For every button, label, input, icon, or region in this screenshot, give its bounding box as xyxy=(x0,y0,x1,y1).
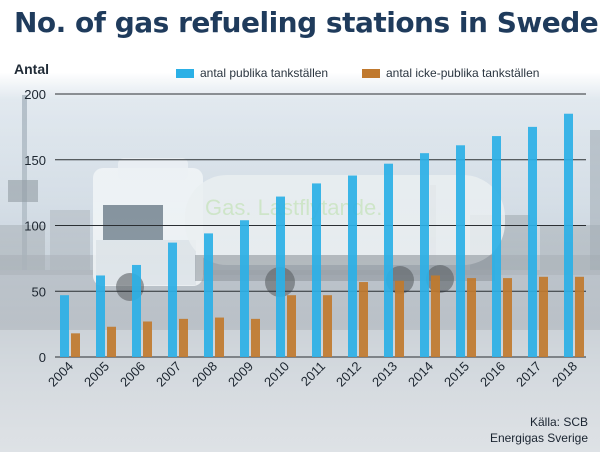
bar-public-2004 xyxy=(60,295,69,357)
bar-public-2008 xyxy=(204,233,213,357)
y-axis-label: Antal xyxy=(14,61,49,77)
x-tick-label: 2005 xyxy=(81,359,112,390)
bar-nonpublic-2014 xyxy=(431,275,440,357)
bar-public-2011 xyxy=(312,183,321,357)
chart-title: No. of gas refueling stations in Sweden xyxy=(14,6,600,39)
x-tick-label: 2016 xyxy=(477,359,508,390)
y-tick-label: 200 xyxy=(24,87,46,102)
bar-public-2005 xyxy=(96,275,105,357)
x-tick-label: 2017 xyxy=(513,359,544,390)
bar-nonpublic-2012 xyxy=(359,282,368,357)
bar-nonpublic-2006 xyxy=(143,321,152,357)
x-tick-label: 2009 xyxy=(225,359,256,390)
bar-nonpublic-2004 xyxy=(71,333,80,357)
bar-public-2016 xyxy=(492,136,501,357)
bar-public-2018 xyxy=(564,113,573,357)
bar-nonpublic-2007 xyxy=(179,318,188,357)
bar-public-2014 xyxy=(420,153,429,357)
bar-public-2017 xyxy=(528,126,537,357)
bar-nonpublic-2009 xyxy=(251,318,260,357)
x-tick-label: 2015 xyxy=(441,359,472,390)
y-tick-labels: 0 50 100 150 200 xyxy=(24,87,46,365)
bar-public-2007 xyxy=(168,242,177,357)
y-tick-label: 100 xyxy=(24,219,46,234)
y-tick-label: 150 xyxy=(24,153,46,168)
legend-swatch-public xyxy=(176,68,194,78)
x-tick-label: 2018 xyxy=(549,359,580,390)
legend-item-public: antal publika tankställen xyxy=(176,66,328,80)
bar-nonpublic-2017 xyxy=(539,276,548,357)
x-tick-label: 2007 xyxy=(153,359,184,390)
bar-public-2012 xyxy=(348,175,357,357)
bars xyxy=(60,113,584,357)
bar-nonpublic-2011 xyxy=(323,295,332,357)
bar-nonpublic-2015 xyxy=(467,278,476,357)
legend-label-public: antal publika tankställen xyxy=(200,66,329,80)
bar-nonpublic-2010 xyxy=(287,295,296,357)
source-line-2: Energigas Sverige xyxy=(489,431,588,445)
x-tick-label: 2010 xyxy=(261,359,292,390)
bar-nonpublic-2008 xyxy=(215,317,224,357)
bar-nonpublic-2016 xyxy=(503,278,512,357)
legend-label-nonpublic: antal icke-publika tankställen xyxy=(386,66,540,80)
x-tick-label: 2011 xyxy=(298,359,328,389)
source-line-1: Källa: SCB xyxy=(529,415,588,429)
y-tick-label: 50 xyxy=(32,284,46,299)
bar-nonpublic-2013 xyxy=(395,280,404,357)
x-tick-label: 2006 xyxy=(117,359,148,390)
x-tick-label: 2008 xyxy=(189,359,220,390)
bar-public-2015 xyxy=(456,145,465,357)
bar-nonpublic-2005 xyxy=(107,326,116,357)
legend-swatch-nonpublic xyxy=(362,68,380,78)
x-tick-label: 2004 xyxy=(45,359,76,390)
x-tick-labels: 2004 2005 2006 2007 2008 2009 2010 2011 2012 2013… xyxy=(45,359,580,390)
y-tick-label: 0 xyxy=(39,350,46,365)
x-tick-label: 2013 xyxy=(369,359,400,390)
x-tick-label: 2012 xyxy=(333,359,364,390)
legend-item-nonpublic: antal icke-publika tankställen xyxy=(362,66,539,80)
bar-nonpublic-2018 xyxy=(575,276,584,357)
bar-public-2010 xyxy=(276,196,285,357)
x-tick-label: 2014 xyxy=(405,359,436,390)
bar-public-2013 xyxy=(384,163,393,357)
bar-public-2009 xyxy=(240,220,249,357)
bar-public-2006 xyxy=(132,264,141,357)
